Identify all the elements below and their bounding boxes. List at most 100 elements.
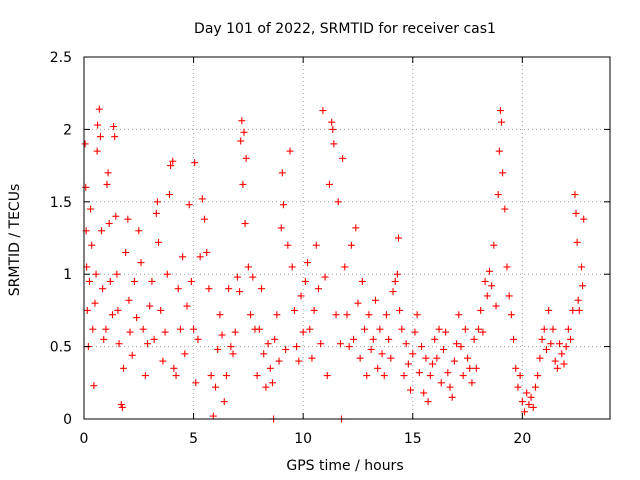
data-point [332, 311, 340, 319]
data-point [273, 311, 281, 319]
data-point [87, 205, 95, 213]
data-point [299, 328, 307, 336]
data-point [547, 340, 555, 348]
data-point [385, 335, 393, 343]
data-point [317, 340, 325, 348]
data-point [499, 169, 507, 177]
data-point [144, 340, 152, 348]
data-point [225, 285, 233, 293]
data-point [402, 340, 410, 348]
data-point [339, 154, 347, 162]
data-point [310, 306, 318, 314]
data-point [329, 125, 337, 133]
y-tick-label: 0 [63, 412, 72, 428]
data-point [415, 369, 423, 377]
data-point [112, 212, 120, 220]
data-point [336, 340, 344, 348]
y-tick-label: 1 [63, 267, 72, 283]
data-point [418, 343, 426, 351]
data-point [290, 306, 298, 314]
data-point [153, 198, 161, 206]
data-point [185, 201, 193, 209]
data-point [490, 241, 498, 249]
data-point [157, 306, 165, 314]
data-point [172, 372, 180, 380]
data-point [308, 354, 316, 362]
data-point [249, 273, 257, 281]
data-point [437, 379, 445, 387]
data-point [196, 253, 204, 261]
data-point [297, 292, 305, 300]
data-point [231, 328, 239, 336]
data-point [89, 325, 97, 333]
x-tick-label: 5 [189, 431, 198, 447]
data-point [507, 311, 515, 319]
data-point [105, 220, 113, 228]
data-point [574, 296, 582, 304]
data-point [98, 227, 106, 235]
data-point [409, 350, 417, 358]
data-point [551, 357, 559, 365]
data-point [148, 277, 156, 285]
data-point [413, 311, 421, 319]
data-point [369, 335, 377, 343]
data-point [83, 306, 91, 314]
data-point [382, 311, 390, 319]
data-point [241, 220, 249, 228]
data-point [170, 364, 178, 372]
data-point [363, 372, 371, 380]
data-point [106, 277, 114, 285]
data-point [255, 325, 263, 333]
x-tick-label: 15 [404, 431, 422, 447]
data-point [527, 393, 535, 401]
data-point [352, 224, 360, 232]
data-point [572, 209, 580, 217]
data-point [512, 364, 520, 372]
data-point [282, 345, 290, 353]
data-point [181, 350, 189, 358]
data-point [553, 364, 561, 372]
data-point [117, 401, 125, 409]
data-point [104, 169, 112, 177]
data-point [306, 325, 314, 333]
data-point [155, 238, 163, 246]
data-point [380, 372, 388, 380]
data-point [205, 285, 213, 293]
data-point [525, 401, 533, 409]
data-point [91, 299, 99, 307]
chart-title: Day 101 of 2022, SRMTID for receiver cas… [194, 21, 496, 37]
y-tick-label: 0.5 [50, 340, 72, 356]
data-point [122, 248, 130, 256]
data-point [361, 325, 369, 333]
x-axis-label: GPS time / hours [286, 458, 403, 474]
data-point [93, 147, 101, 155]
data-point [115, 340, 123, 348]
data-point [367, 345, 375, 353]
data-point [575, 306, 583, 314]
data-point [457, 343, 465, 351]
data-point [395, 234, 403, 242]
data-point [301, 277, 309, 285]
data-point [428, 360, 436, 368]
data-point [529, 403, 537, 411]
data-point [569, 306, 577, 314]
data-point [545, 306, 553, 314]
data-point [125, 296, 133, 304]
data-point [220, 398, 228, 406]
data-point [207, 372, 215, 380]
data-point [319, 107, 327, 115]
data-point [191, 159, 199, 167]
data-point [330, 140, 338, 148]
data-point [253, 372, 261, 380]
data-point [194, 335, 202, 343]
data-point [495, 147, 503, 155]
data-point [556, 340, 564, 348]
data-point [286, 147, 294, 155]
data-point [277, 224, 285, 232]
data-point [209, 412, 217, 420]
data-point [163, 270, 171, 278]
data-point [128, 351, 136, 359]
x-tick-label: 0 [80, 431, 89, 447]
data-point [573, 238, 581, 246]
data-point [325, 180, 333, 188]
